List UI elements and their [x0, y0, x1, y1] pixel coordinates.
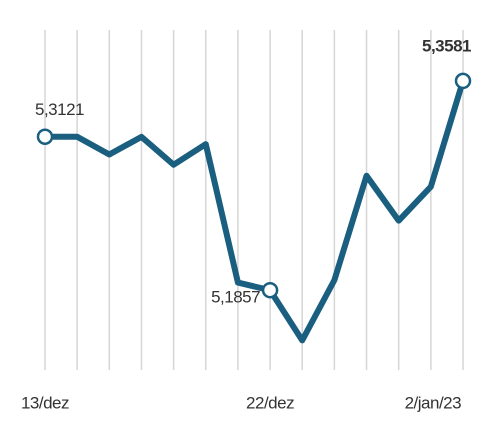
marker: [36, 128, 54, 145]
value-label: 5,1857: [211, 288, 260, 307]
value-label: 5,3121: [35, 100, 84, 119]
value-label: 5,3581: [422, 36, 471, 55]
x-tick-label: 22/dez: [246, 393, 294, 412]
line: [45, 80, 466, 344]
marker: [454, 72, 472, 90]
marker: [261, 281, 279, 299]
x-tick-label: 2/jan/23: [405, 393, 462, 412]
x-tick-label: 13/dez: [21, 393, 69, 412]
